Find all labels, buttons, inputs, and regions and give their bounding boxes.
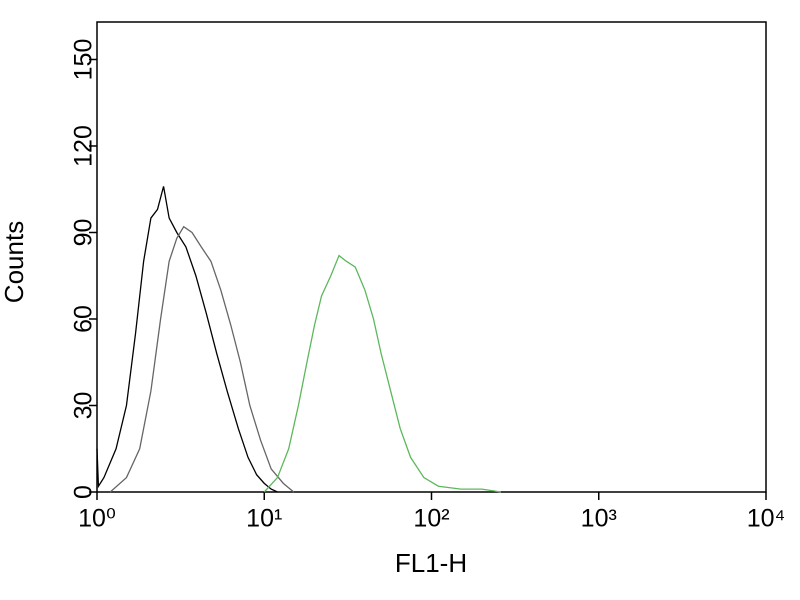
y-tick-label: 90 xyxy=(70,219,98,247)
x-tick-label: 10³ xyxy=(581,505,617,533)
y-tick-label: 120 xyxy=(70,125,98,167)
plot-frame xyxy=(96,21,767,493)
histogram-line xyxy=(96,186,278,493)
histogram-line xyxy=(263,254,501,493)
x-tick-label: 10⁰ xyxy=(78,505,116,533)
y-tick-label: 30 xyxy=(70,392,98,420)
y-tick-label: 150 xyxy=(70,39,98,81)
y-tick-label: 0 xyxy=(70,485,98,499)
x-tick-label: 10² xyxy=(413,505,449,533)
x-tick-label: 10¹ xyxy=(246,505,282,533)
y-axis-label: Counts xyxy=(0,221,29,303)
y-tick-label: 60 xyxy=(70,305,98,333)
x-tick-label: 10⁴ xyxy=(747,505,786,533)
x-axis-label: FL1-H xyxy=(395,548,467,578)
histogram-line xyxy=(109,225,295,493)
